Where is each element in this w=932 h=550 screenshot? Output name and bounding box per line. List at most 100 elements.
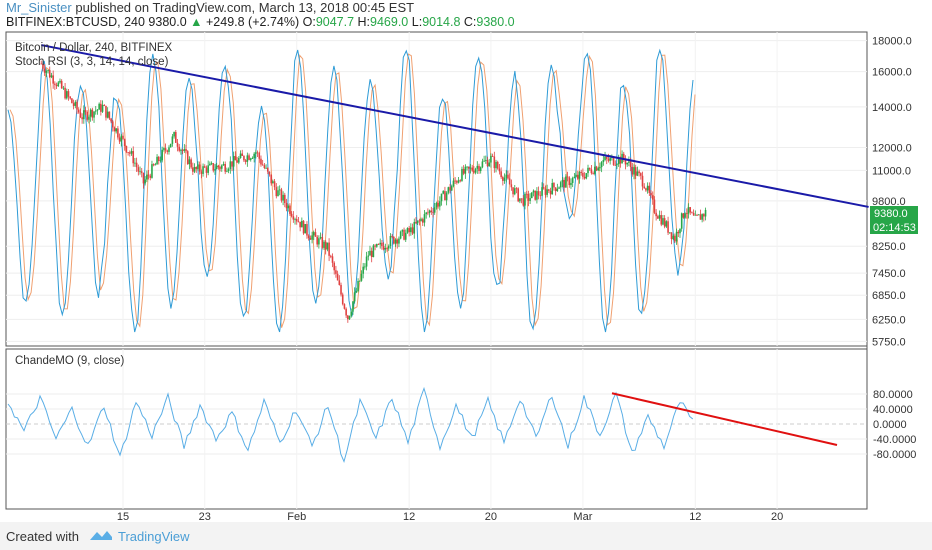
candle-body	[62, 87, 65, 89]
candle-body	[236, 160, 238, 163]
price-tick-label: 8250.0	[872, 241, 906, 253]
candle-body	[200, 171, 203, 174]
candle-body	[149, 175, 152, 178]
cmo-line	[7, 386, 694, 464]
candle-body	[287, 205, 290, 209]
candle-body	[302, 220, 305, 234]
candle-body	[432, 212, 434, 213]
candle-body	[156, 156, 158, 165]
candle-body	[490, 155, 492, 163]
tradingview-brand-link[interactable]: TradingView	[118, 529, 190, 544]
candle-body	[675, 231, 678, 242]
candle-body	[651, 195, 654, 200]
candle-body	[442, 191, 445, 194]
candle-body	[449, 187, 451, 191]
candle-body	[602, 159, 605, 163]
candle-body	[215, 165, 218, 170]
candle-body	[636, 171, 639, 176]
candle-body	[536, 191, 538, 200]
last-price-badge	[870, 206, 918, 220]
published-text: published on TradingView.com, March 13, …	[75, 0, 415, 15]
candle-body	[377, 244, 380, 245]
candle-body	[171, 136, 174, 144]
candle-body	[646, 185, 649, 191]
candle-body	[672, 235, 674, 240]
candle-body	[510, 184, 513, 188]
candle-body	[72, 103, 75, 106]
candle-body	[502, 177, 504, 181]
candle-body	[96, 109, 99, 111]
countdown-badge-text: 02:14:53	[873, 222, 916, 234]
candle-body	[561, 179, 564, 183]
candle-body	[52, 75, 54, 84]
candle-body	[527, 193, 530, 201]
candle-body	[624, 158, 627, 165]
candle-body	[384, 248, 387, 250]
candle-body	[467, 166, 470, 169]
candle-body	[111, 121, 114, 128]
candle-body	[292, 216, 295, 220]
candle-body	[311, 235, 313, 240]
candle-body	[703, 214, 705, 217]
candle-body	[658, 215, 661, 219]
candle-body	[352, 301, 354, 312]
candle-body	[261, 164, 264, 166]
candle-body	[284, 194, 286, 203]
candle-body	[140, 171, 143, 173]
candle-body	[701, 214, 703, 220]
open-value: 9047.7	[315, 15, 355, 29]
candle-body	[559, 182, 562, 188]
candle-body	[94, 110, 97, 112]
candle-body	[439, 201, 441, 207]
candle-body	[546, 189, 548, 195]
candle-body	[682, 213, 685, 218]
candle-body	[45, 70, 48, 73]
candle-body	[260, 158, 262, 165]
candle-body	[122, 135, 124, 139]
author-link[interactable]: Mr_Sinister	[6, 0, 72, 15]
candle-body	[205, 167, 208, 173]
candle-body	[657, 216, 659, 219]
candle-body	[314, 232, 317, 237]
candle-body	[79, 112, 82, 118]
candle-body	[304, 224, 307, 234]
candle-body	[249, 158, 252, 160]
candle-body	[193, 167, 196, 172]
candle-body	[163, 148, 165, 150]
candle-body	[689, 207, 692, 213]
candle-body	[229, 161, 232, 170]
candle-body	[173, 132, 175, 137]
time-tick-label: Feb	[287, 511, 306, 522]
candle-body	[418, 220, 421, 222]
candle-body	[687, 207, 690, 214]
candle-body	[180, 149, 182, 151]
candle-body	[105, 105, 107, 118]
candle-body	[394, 239, 397, 244]
tradingview-logo-icon	[90, 531, 112, 540]
candle-body	[220, 165, 223, 169]
candle-body	[123, 138, 126, 146]
candle-body	[318, 238, 320, 245]
candle-body	[323, 241, 325, 248]
candle-body	[616, 164, 618, 166]
candle-body	[76, 101, 78, 110]
candle-body	[629, 161, 632, 167]
price-tick-label: 11000.0	[872, 165, 911, 177]
chart-area[interactable]: 18000.0 16000.0 14000.0 12000.0 11000.0 9800.…	[0, 0, 932, 522]
candle-body	[626, 162, 628, 165]
candle-body	[638, 171, 640, 174]
candle-body	[529, 198, 531, 201]
candle-body	[428, 210, 431, 214]
candle-body	[176, 142, 179, 147]
candle-body	[435, 202, 438, 208]
candle-body	[440, 193, 443, 202]
candle-body	[285, 202, 288, 209]
candle-body	[408, 228, 410, 233]
candle-body	[91, 109, 94, 118]
candle-body	[357, 281, 359, 292]
candle-body	[161, 149, 163, 161]
candle-body	[115, 128, 117, 132]
candle-body	[582, 172, 584, 177]
candle-body	[425, 212, 427, 215]
candle-body	[563, 179, 565, 188]
